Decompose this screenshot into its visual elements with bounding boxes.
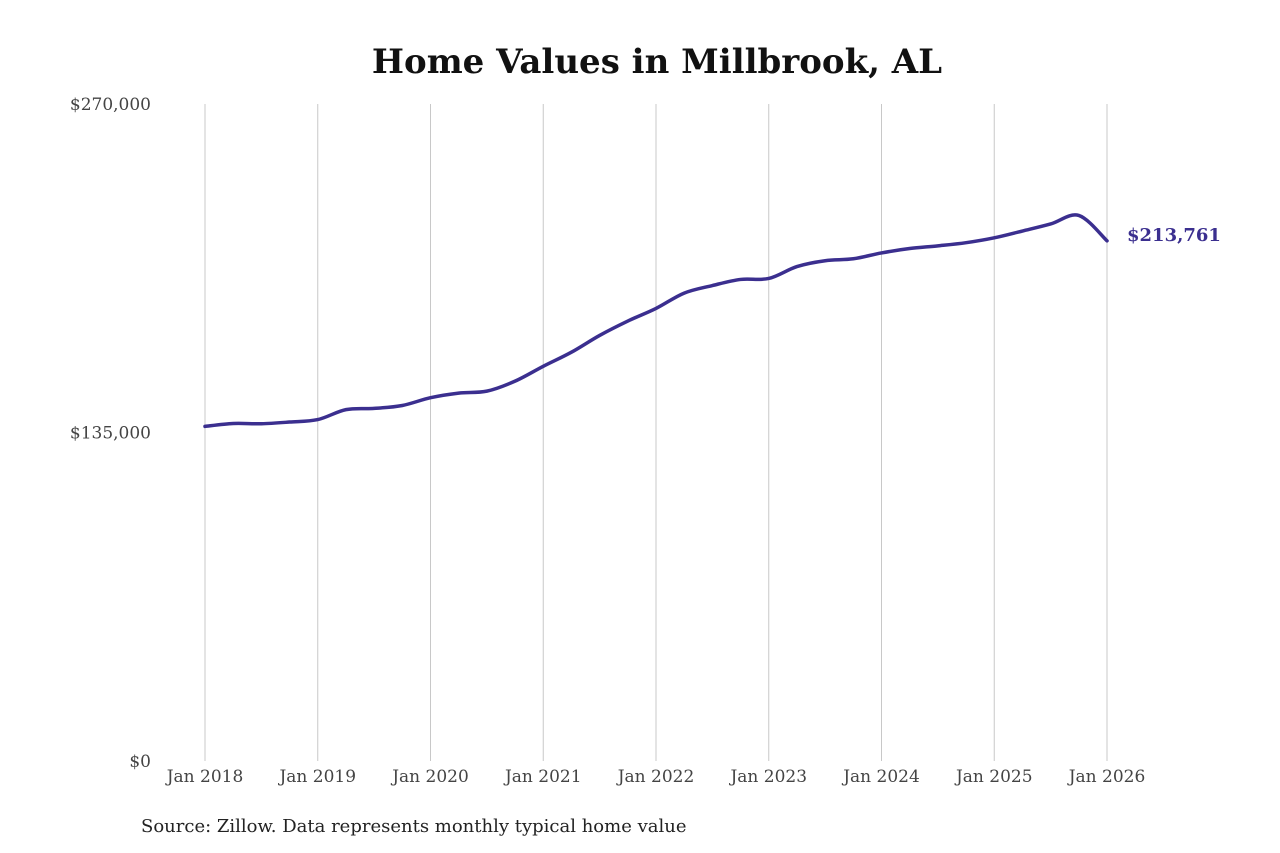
x-axis-labels: Jan 2018 Jan 2019 Jan 2020 Jan 2021 Jan 2022…	[165, 767, 1146, 787]
y-tick-label-2: $270,000	[70, 95, 151, 115]
y-tick-label-1: $135,000	[70, 424, 151, 444]
x-tick-label-8: Jan 2026	[1067, 767, 1146, 787]
chart-title: Home Values in Millbrook, AL	[371, 42, 943, 82]
home-value-line	[203, 213, 1109, 429]
latest-value-label: $213,761	[1127, 225, 1221, 246]
source-note: Source: Zillow. Data represents monthly …	[141, 816, 687, 837]
gridlines	[204, 104, 1108, 761]
x-tick-label-4: Jan 2022	[616, 767, 695, 787]
y-axis-labels: $0 $135,000 $270,000	[70, 95, 151, 772]
x-tick-label-6: Jan 2024	[841, 767, 920, 787]
x-tick-label-7: Jan 2025	[954, 767, 1033, 787]
x-tick-label-1: Jan 2019	[277, 767, 356, 787]
x-tick-label-2: Jan 2020	[390, 767, 469, 787]
y-tick-label-0: $0	[129, 752, 151, 772]
x-tick-label-5: Jan 2023	[728, 767, 807, 787]
x-tick-label-0: Jan 2018	[165, 767, 244, 787]
x-tick-label-3: Jan 2021	[503, 767, 582, 787]
